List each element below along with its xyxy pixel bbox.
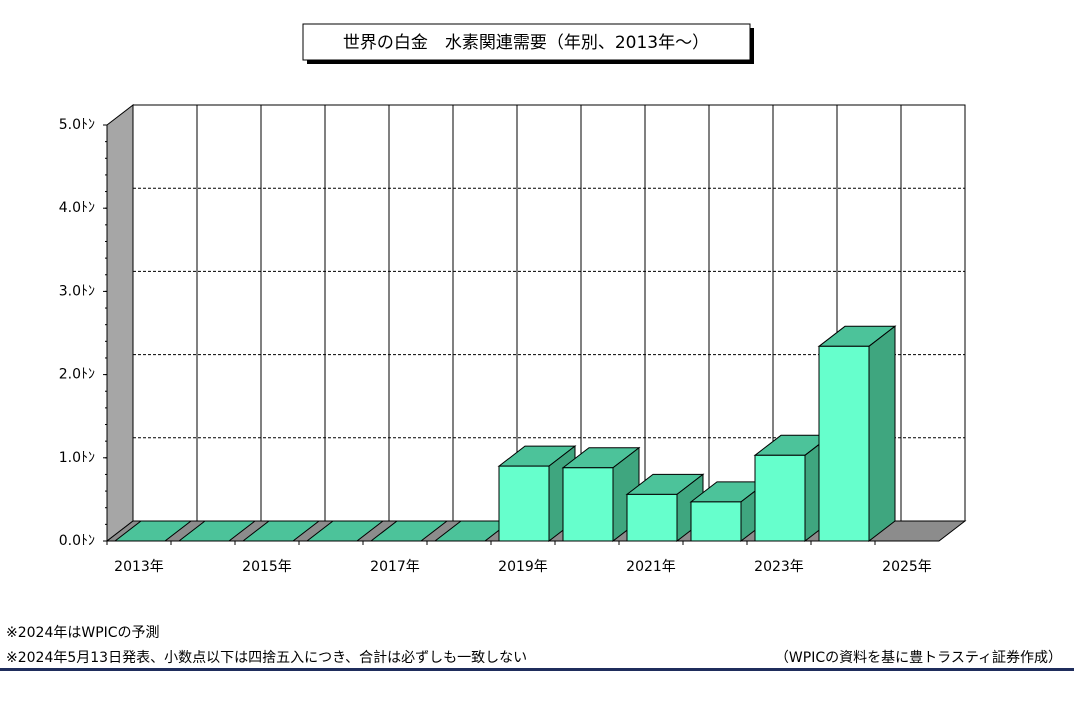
note: ※2024年5月13日発表、小数点以下は四捨五入につき、合計は必ずしも一致しない — [6, 649, 527, 666]
bar — [754, 454, 806, 542]
y-tick-label: 2.0ﾄﾝ — [59, 367, 95, 383]
bar-top — [113, 520, 193, 542]
x-tick-label: 2017年 — [370, 559, 420, 575]
bar — [690, 501, 742, 542]
bar-top — [177, 520, 257, 542]
y-tick-label: 4.0ﾄﾝ — [59, 200, 95, 216]
bar — [498, 465, 550, 542]
x-tick-label: 2019年 — [498, 559, 548, 575]
bar-side — [868, 325, 896, 543]
x-tick-label: 2015年 — [242, 559, 292, 575]
y-tick-label: 0.0ﾄﾝ — [59, 533, 95, 549]
x-tick-label: 2013年 — [114, 559, 164, 575]
y-tick-label: 5.0ﾄﾝ — [59, 117, 95, 133]
bar-top — [241, 520, 321, 542]
title-box — [302, 23, 751, 61]
footer-rule — [0, 668, 1074, 671]
x-tick-label: 2021年 — [626, 559, 676, 575]
side-wall — [106, 103, 134, 543]
x-tick-label: 2023年 — [754, 559, 804, 575]
y-tick-label: 3.0ﾄﾝ — [59, 283, 95, 299]
y-tick-label: 1.0ﾄﾝ — [59, 450, 95, 466]
bar-top — [305, 520, 385, 542]
chart-title: 世界の白金 水素関連需要（年別、2013年～） — [343, 33, 709, 53]
x-tick-label: 2025年 — [882, 559, 932, 575]
bar — [818, 345, 870, 542]
bar-top — [369, 520, 449, 542]
bar — [626, 493, 678, 542]
note: ※2024年はWPICの予測 — [6, 625, 160, 641]
plot: 0.0ﾄﾝ 1.0ﾄﾝ 2.0ﾄﾝ 3.0ﾄﾝ 4.0ﾄﾝ 5.0ﾄﾝ 2013年 2015年… — [59, 103, 967, 575]
bar — [562, 467, 614, 542]
source: （WPICの資料を基に豊トラスティ証券作成） — [775, 649, 1062, 666]
